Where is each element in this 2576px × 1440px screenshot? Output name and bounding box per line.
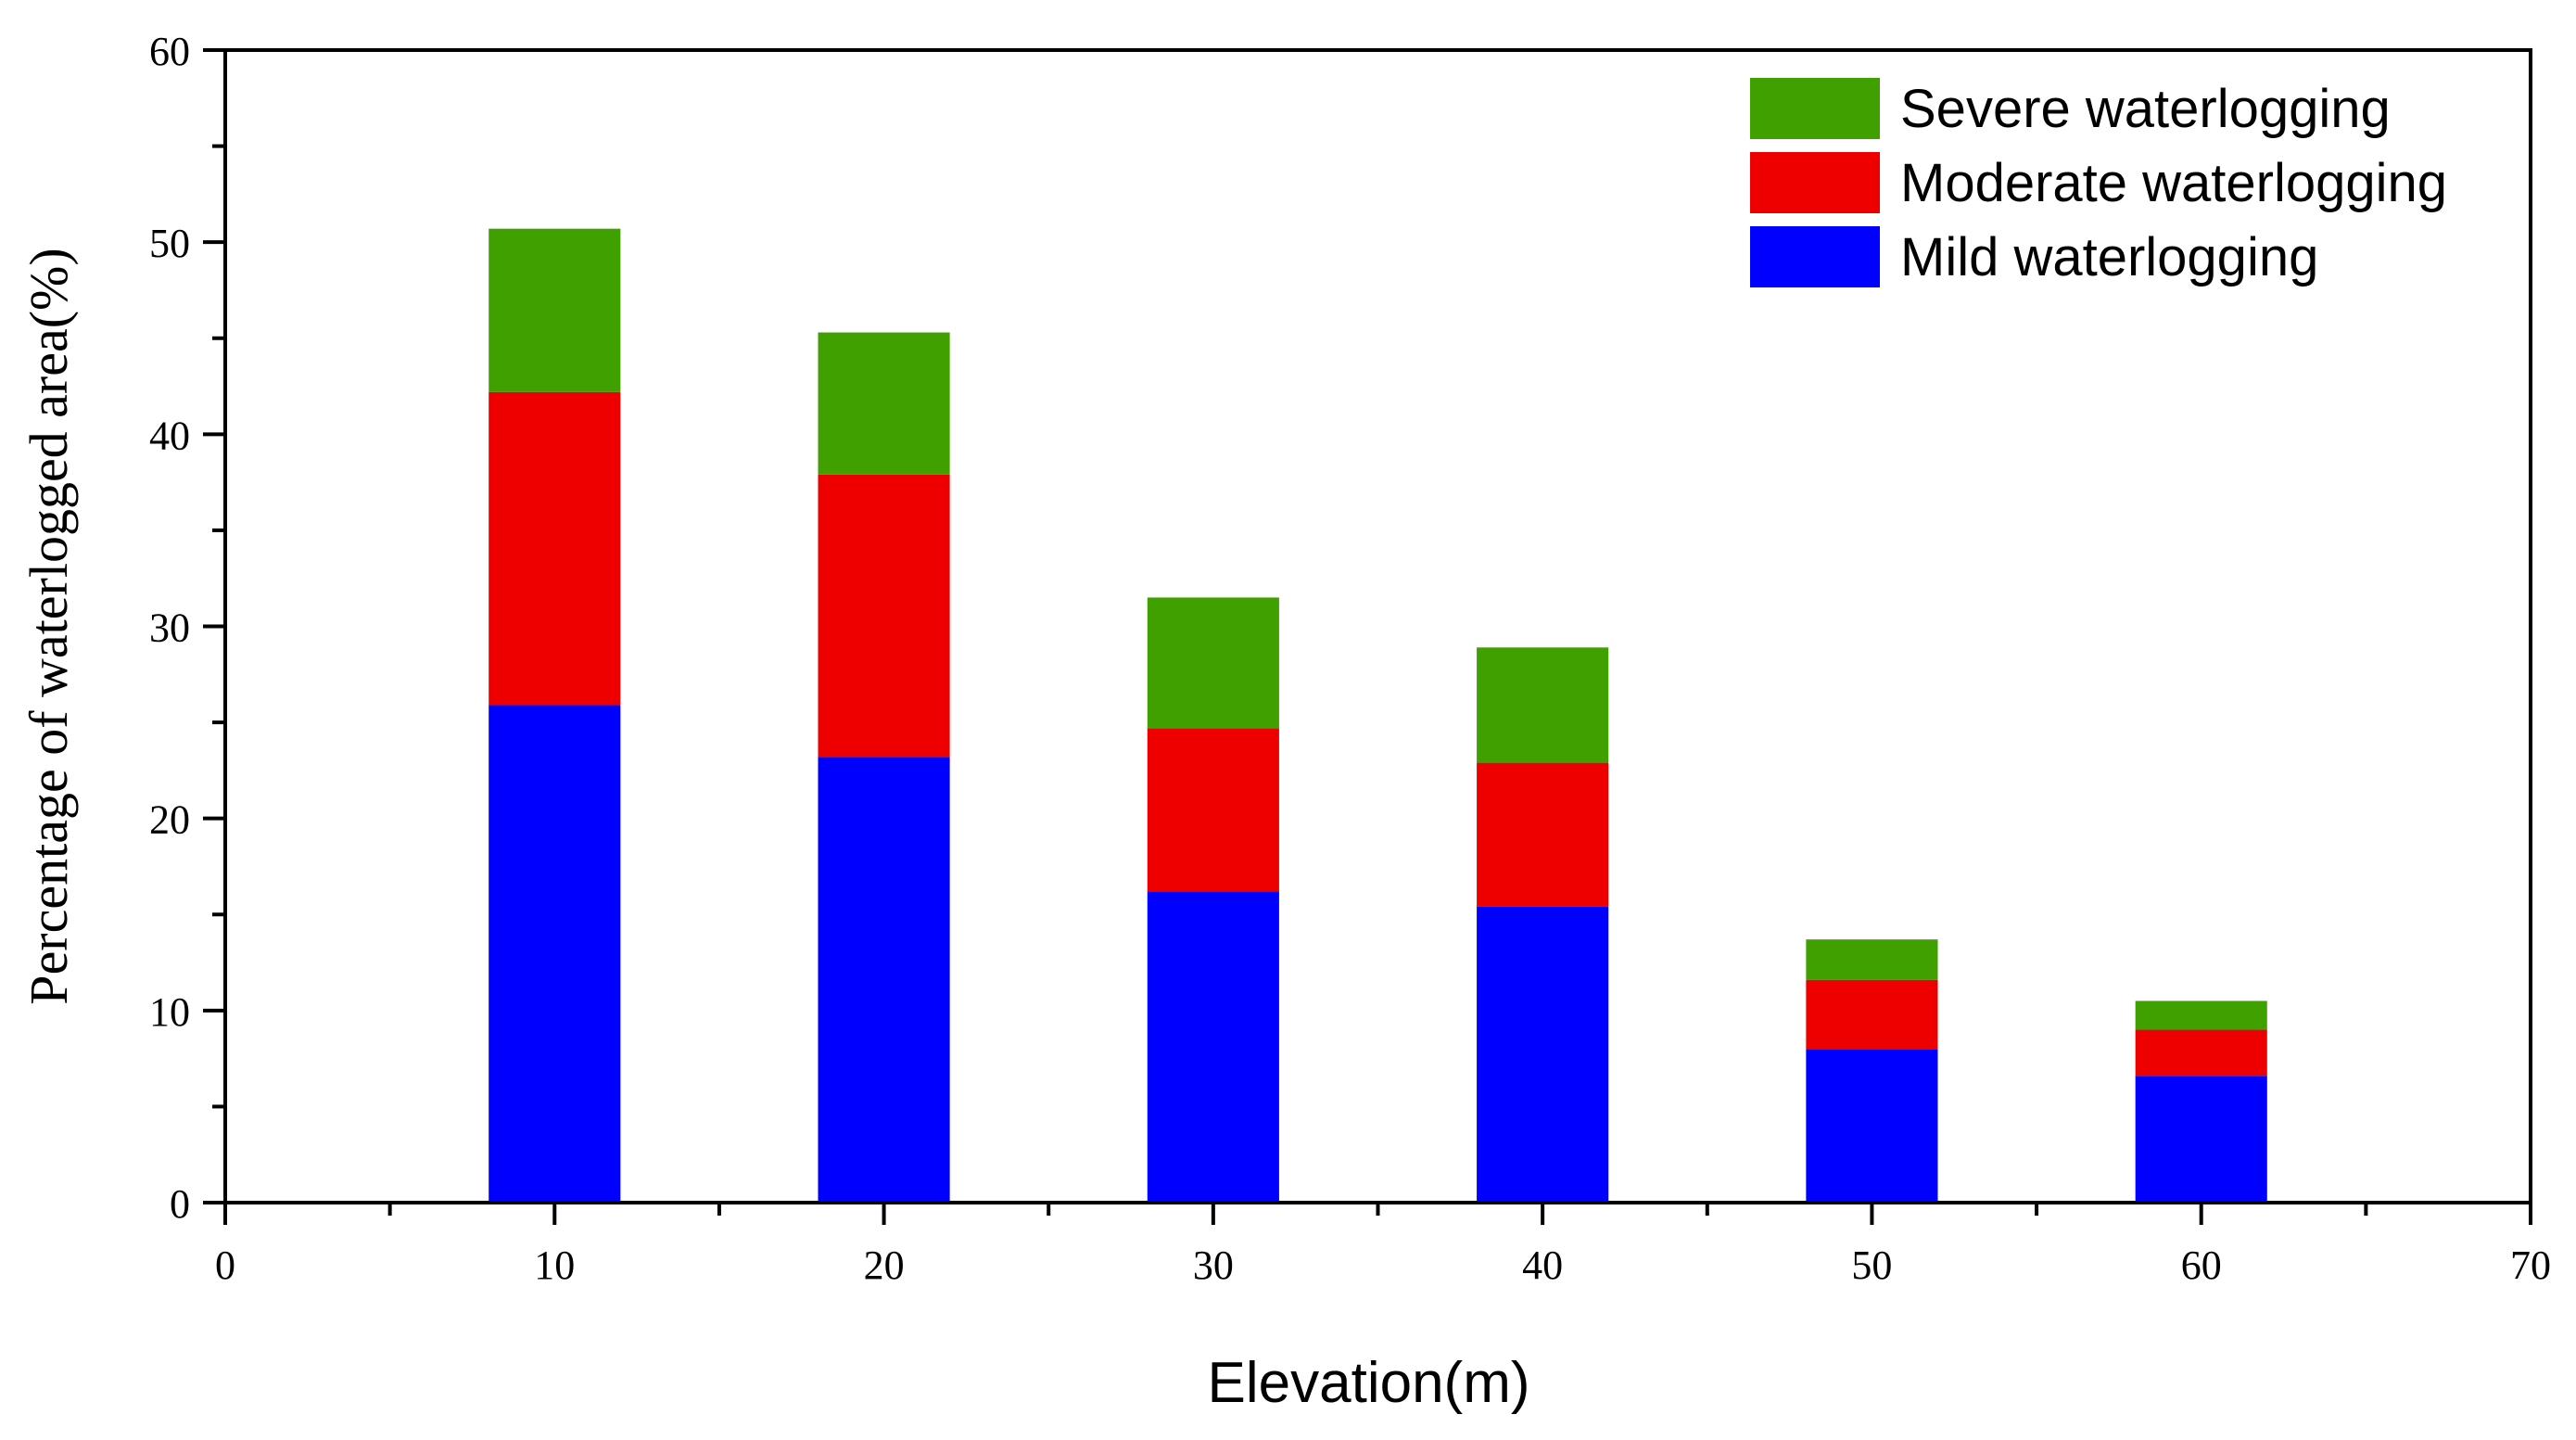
legend-swatch-severe-waterlogging (1750, 78, 1880, 139)
x-tick-label-50: 50 (1851, 1242, 1892, 1288)
bar-mild-waterlogging-50 (1806, 1049, 1938, 1203)
bar-mild-waterlogging-40 (1477, 906, 1609, 1203)
bar-severe-waterlogging-60 (2135, 1000, 2267, 1030)
bar-moderate-waterlogging-50 (1806, 979, 1938, 1050)
y-tick-label-30: 30 (149, 605, 190, 651)
x-tick-label-10: 10 (534, 1242, 575, 1288)
x-tick-label-40: 40 (1522, 1242, 1563, 1288)
bars-layer (489, 228, 2267, 1203)
x-tick-label-20: 20 (864, 1242, 905, 1288)
x-axis: 0 10 20 30 40 50 60 70 (215, 1203, 2551, 1288)
x-tick-label-0: 0 (215, 1242, 235, 1288)
bar-mild-waterlogging-30 (1147, 891, 1279, 1203)
bar-moderate-waterlogging-40 (1477, 762, 1609, 907)
x-tick-label-30: 30 (1193, 1242, 1234, 1288)
y-axis-title: Percentage of waterlogged area(%) (19, 248, 79, 1004)
y-tick-label-40: 40 (149, 413, 190, 458)
y-tick-label-50: 50 (149, 221, 190, 266)
y-tick-label-0: 0 (170, 1181, 190, 1227)
bar-moderate-waterlogging-60 (2135, 1029, 2267, 1077)
bar-severe-waterlogging-10 (489, 228, 621, 392)
bar-moderate-waterlogging-30 (1147, 728, 1279, 892)
y-tick-label-60: 60 (149, 29, 190, 74)
bar-mild-waterlogging-10 (489, 705, 621, 1203)
bar-moderate-waterlogging-20 (818, 474, 950, 758)
legend-swatch-moderate-waterlogging (1750, 152, 1880, 213)
x-axis-title: Elevation(m) (1208, 1351, 1530, 1415)
x-tick-label-70: 70 (2510, 1242, 2551, 1288)
bar-severe-waterlogging-20 (818, 332, 950, 475)
y-tick-label-20: 20 (149, 797, 190, 843)
legend-swatch-mild-waterlogging (1750, 226, 1880, 287)
bar-moderate-waterlogging-10 (489, 391, 621, 706)
x-tick-label-60: 60 (2181, 1242, 2222, 1288)
y-tick-label-10: 10 (149, 989, 190, 1035)
bar-severe-waterlogging-50 (1806, 939, 1938, 980)
bar-mild-waterlogging-20 (818, 757, 950, 1203)
legend: Severe waterlogging Moderate waterlogging… (1750, 78, 2447, 287)
legend-label-severe-waterlogging: Severe waterlogging (1900, 79, 2391, 139)
bar-severe-waterlogging-30 (1147, 597, 1279, 729)
bar-mild-waterlogging-60 (2135, 1076, 2267, 1203)
legend-label-moderate-waterlogging: Moderate waterlogging (1900, 153, 2447, 213)
y-axis: 0 10 20 30 40 50 60 (149, 29, 225, 1227)
bar-severe-waterlogging-40 (1477, 647, 1609, 763)
legend-label-mild-waterlogging: Mild waterlogging (1900, 227, 2318, 287)
